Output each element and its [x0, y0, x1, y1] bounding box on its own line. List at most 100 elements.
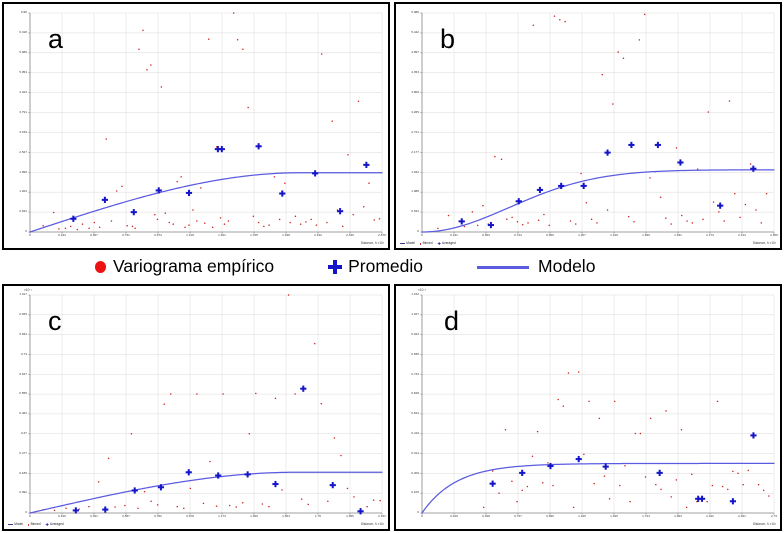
legend-label-model: Modelo	[538, 256, 596, 277]
x-tick-label: 0.747	[514, 514, 522, 519]
y-tick-label: 0.628	[411, 391, 419, 396]
y-tick-label: 1.047	[411, 312, 419, 317]
x-tick-label: 1.245	[578, 514, 586, 519]
y-tick-label: 0.832	[19, 331, 27, 336]
x-tick-label: 0.724	[514, 233, 522, 238]
mini-legend-label: Averaged	[442, 241, 456, 246]
panel-a-letter: a	[48, 24, 64, 54]
y-tick-label: 0.925	[19, 312, 27, 317]
y-tick-label: 0.524	[411, 411, 419, 416]
y-tick-label: 0.647	[19, 371, 27, 376]
y-tick-label: 4.423	[19, 89, 27, 94]
mini-legend-label: Averaged	[50, 522, 64, 527]
legend-item-average: Promedio	[328, 258, 423, 276]
panel-c-mini-legend: Model Binned ✚ Averaged	[8, 523, 67, 527]
x-tick-label: 1.218	[186, 233, 194, 238]
x-tick-label: 2.192	[314, 233, 322, 238]
panel-c-plot-area: c ×10⁻¹ Distance, h ×10² Model Binned ✚ Ave…	[4, 286, 388, 529]
x-tick-label: 0	[29, 514, 31, 519]
x-tick-label: 0.249	[450, 514, 458, 519]
y-tick-label: 0.37	[20, 431, 27, 436]
x-tick-label: 1.449	[610, 233, 618, 238]
x-tick-label: 0.782	[154, 514, 162, 519]
y-tick-label: 0.277	[19, 450, 27, 455]
x-tick-label: 1.931	[674, 233, 682, 238]
y-tick-label: 0.105	[411, 490, 419, 495]
averaged-plus-icon: ✚	[437, 241, 441, 246]
panel-b-letter: b	[440, 24, 456, 54]
x-tick-label: 0	[29, 233, 31, 238]
red-dot-icon	[95, 261, 106, 273]
x-tick-label: 1.705	[250, 233, 258, 238]
x-tick-label: 0.244	[58, 233, 66, 238]
x-tick-label: 0.996	[546, 514, 554, 519]
panel-a-chart	[28, 12, 383, 234]
y-tick-label: 4.897	[411, 50, 419, 55]
y-tick-label: 3.809	[411, 89, 419, 94]
y-tick-label: 1.152	[411, 292, 419, 297]
y-tick-label: 1.632	[411, 169, 419, 174]
y-tick-label: 5.986	[411, 10, 419, 15]
y-tick-label: 0.555	[19, 391, 27, 396]
y-tick-label: 0.943	[411, 331, 419, 336]
legend-item-model: Modelo	[477, 258, 595, 276]
mini-legend-label: Model	[406, 241, 415, 246]
x-tick-label: 1.993	[674, 514, 682, 519]
panel-a-plot-area: a Distance, h ×10² 6.95 6.318 5.686 5.054 4.…	[4, 4, 388, 248]
panel-b: b Distance, h ×10² Model Binned ✚ Averaged …	[394, 2, 782, 250]
x-tick-label: 0.196	[58, 514, 66, 519]
panel-b-plot-area: b Distance, h ×10² Model Binned ✚ Averaged …	[396, 4, 780, 248]
y-tick-label: 3.159	[19, 129, 27, 134]
y-tick-label: 0.419	[411, 431, 419, 436]
x-tick-label: 2.491	[738, 514, 746, 519]
x-tick-label: 1.173	[218, 514, 226, 519]
x-tick-label: 0.487	[90, 233, 98, 238]
x-tick-label: 0.731	[122, 233, 130, 238]
panel-c-axis-caption: Distance, h ×10²	[360, 521, 384, 526]
mini-legend-label: Binned	[422, 241, 433, 246]
mini-legend-label: Model	[14, 522, 23, 527]
y-tick-label: 0	[417, 229, 419, 234]
binned-dot-icon	[27, 524, 30, 526]
y-tick-label: 0.314	[411, 450, 419, 455]
y-tick-label: 0.632	[19, 209, 27, 214]
y-tick-label: 0.209	[411, 470, 419, 475]
y-tick-label: 0	[25, 510, 27, 515]
x-tick-label: 1.690	[642, 233, 650, 238]
panel-d-letter: d	[444, 306, 460, 336]
y-tick-label: 0.838	[411, 351, 419, 356]
y-tick-label: 0.733	[411, 371, 419, 376]
panel-b-chart	[420, 12, 775, 234]
x-tick-label: 2.436	[346, 233, 354, 238]
x-tick-label: 2.151	[378, 514, 386, 519]
panel-a: a Distance, h ×10² 6.95 6.318 5.686 5.054 4.…	[2, 2, 390, 250]
x-tick-label: 1.461	[218, 233, 226, 238]
y-tick-label: 2.527	[19, 149, 27, 154]
y-tick-label: 1.017	[19, 292, 27, 297]
x-tick-label: 0.498	[482, 514, 490, 519]
y-tick-label: 0	[417, 510, 419, 515]
y-tick-label: 6.95	[20, 10, 27, 15]
x-tick-label: 1.207	[578, 233, 586, 238]
panel-d-axis-caption: Distance, h ×10²	[752, 521, 776, 526]
main-legend: Variograma empírico Promedio Modelo	[0, 252, 784, 282]
y-tick-label: 3.265	[411, 109, 419, 114]
y-tick-label: 0.185	[19, 470, 27, 475]
y-tick-label: 2.177	[411, 149, 419, 154]
purple-line-icon	[477, 265, 530, 269]
x-tick-label: 0	[421, 233, 423, 238]
y-tick-label: 1.088	[411, 189, 419, 194]
x-tick-label: 1.955	[346, 514, 354, 519]
panel-b-mini-legend: Model Binned ✚ Averaged	[400, 242, 459, 246]
y-tick-label: 3.791	[19, 109, 27, 114]
x-tick-label: 0.974	[154, 233, 162, 238]
panel-d: d ×10⁻³ Distance, h ×10² 1.152 1.047 0.943…	[394, 284, 782, 531]
panel-a-axis-caption: Distance, h ×10²	[360, 240, 384, 245]
y-tick-label: 5.686	[19, 50, 27, 55]
y-tick-label: 0.74	[20, 351, 27, 356]
x-tick-label: 2.414	[738, 233, 746, 238]
panel-d-plot-area: d ×10⁻³ Distance, h ×10² 1.152 1.047 0.943…	[396, 286, 780, 529]
y-tick-label: 0.462	[19, 411, 27, 416]
y-tick-label: 5.442	[411, 30, 419, 35]
